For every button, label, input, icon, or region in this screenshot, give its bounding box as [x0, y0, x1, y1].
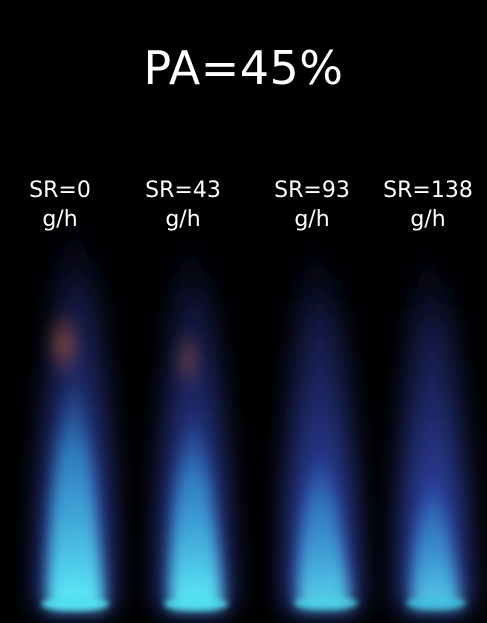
- flame-label-sr-138: SR=138 g/h: [368, 176, 487, 234]
- flame-label-unit: g/h: [410, 207, 446, 232]
- flame-sr-93: [287, 228, 358, 610]
- flame-sr-0: [40, 205, 111, 610]
- flame-label-sr: SR=43: [145, 178, 221, 203]
- flame-label-sr: SR=93: [274, 178, 350, 203]
- page-title: PA=45%: [143, 41, 344, 95]
- flame-label-sr-43: SR=43 g/h: [123, 176, 243, 234]
- flame-label-sr-0: SR=0 g/h: [0, 176, 120, 234]
- flame-sr-43: [161, 222, 228, 610]
- flame-sr-138: [401, 236, 468, 610]
- flame-label-unit: g/h: [42, 207, 78, 232]
- flame-label-sr: SR=138: [383, 178, 473, 203]
- flame-label-unit: g/h: [294, 207, 330, 232]
- flame-label-unit: g/h: [165, 207, 201, 232]
- flame-label-sr-93: SR=93 g/h: [252, 176, 372, 234]
- flame-label-sr: SR=0: [29, 178, 91, 203]
